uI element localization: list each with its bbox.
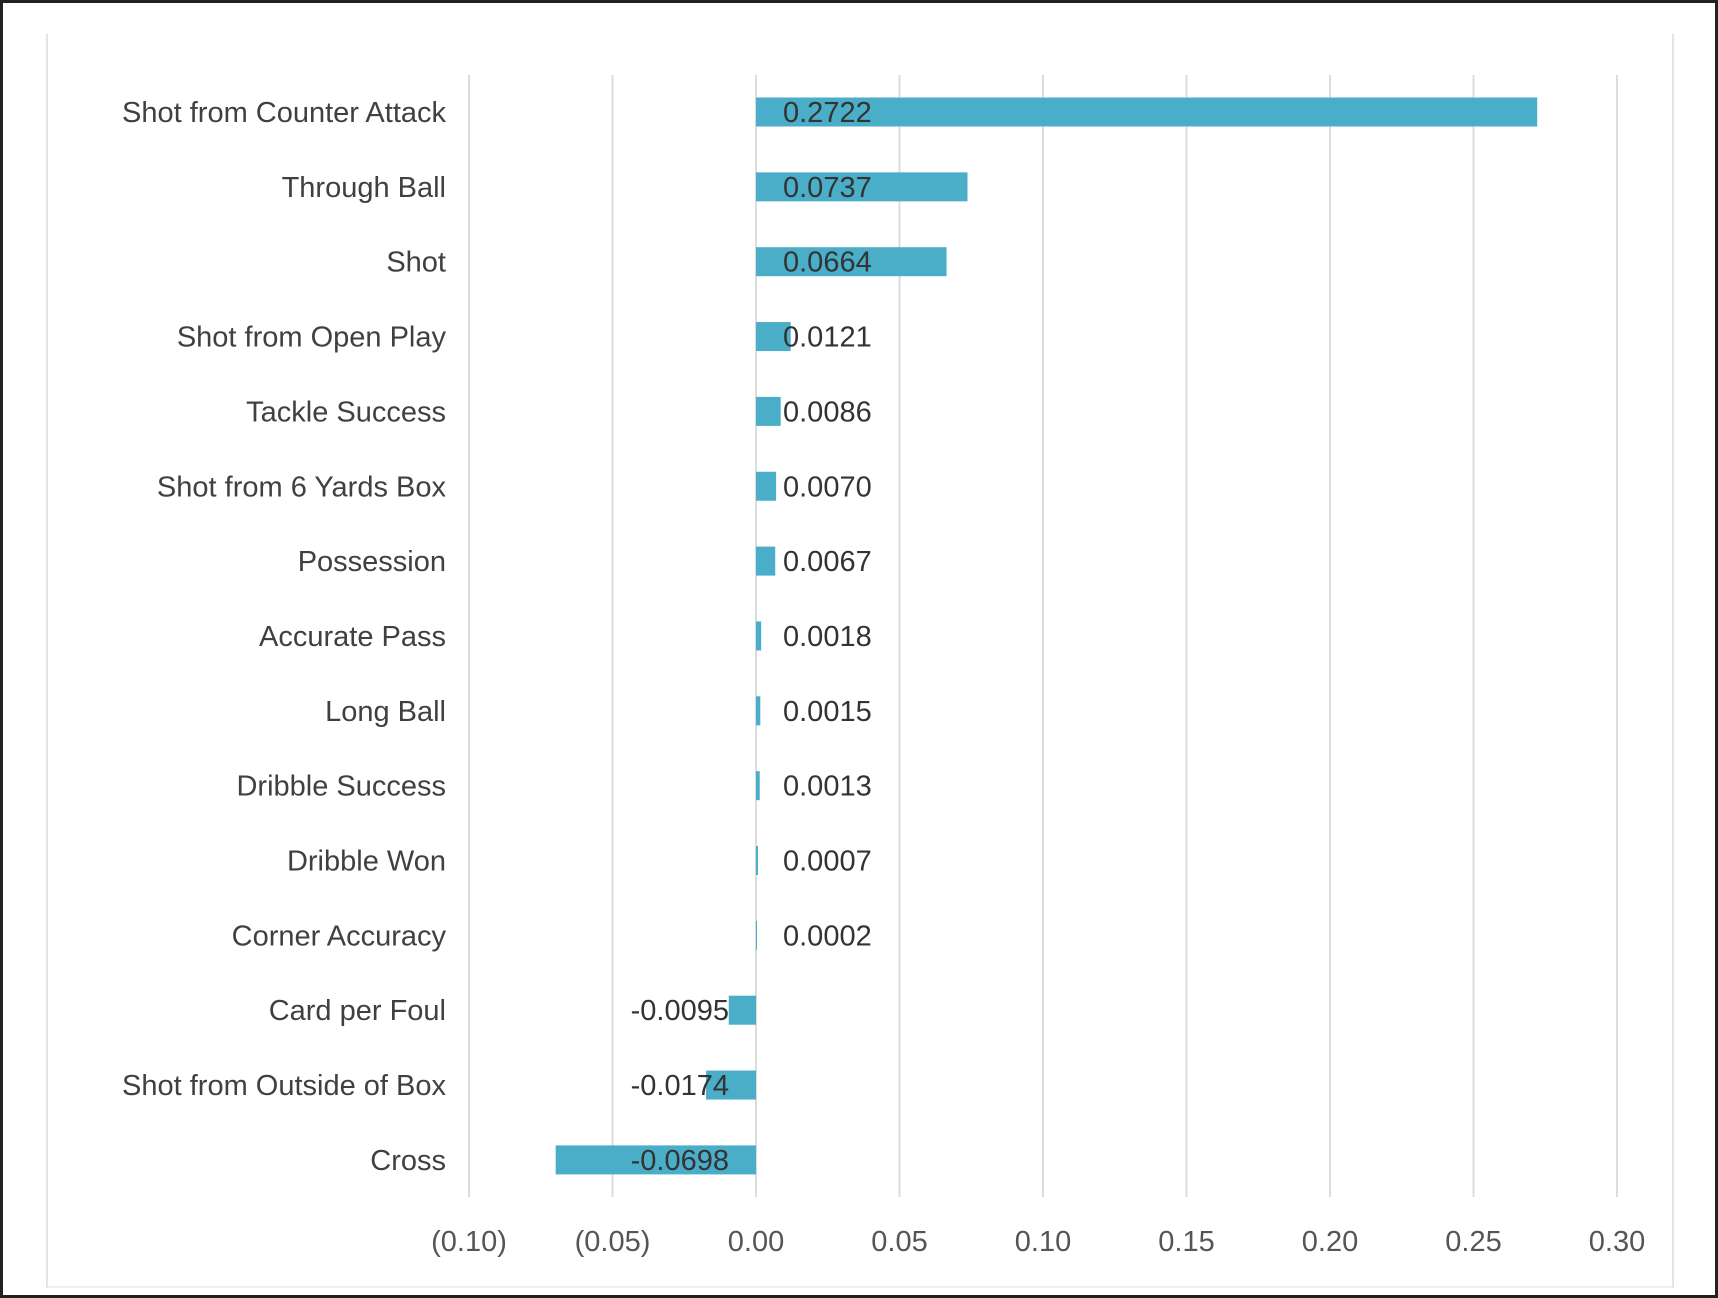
bar: [706, 1070, 756, 1100]
data-label: 0.0007: [783, 846, 872, 878]
category-label: Shot from Outside of Box: [122, 1070, 446, 1102]
category-label: Dribble Success: [236, 771, 446, 803]
data-label: 0.0018: [783, 621, 872, 653]
data-label: 0.0121: [783, 322, 872, 354]
category-label: Accurate Pass: [259, 621, 446, 653]
bar: [756, 172, 968, 202]
bar: [756, 546, 776, 576]
data-label: -0.0174: [631, 1070, 729, 1102]
category-label: Through Ball: [282, 172, 446, 204]
bar: [756, 471, 777, 501]
data-label: 0.0086: [783, 396, 872, 428]
data-label: 0.0664: [783, 247, 872, 279]
bar: [756, 771, 760, 801]
category-label: Shot from Counter Attack: [122, 97, 446, 129]
x-tick-label: (0.10): [431, 1226, 507, 1258]
bar: [756, 696, 761, 726]
bar: [728, 995, 756, 1025]
category-label: Possession: [298, 546, 446, 578]
bar: [756, 396, 781, 426]
data-label: 0.0737: [783, 172, 872, 204]
x-tick-label: 0.05: [871, 1226, 927, 1258]
x-tick-label: 0.00: [728, 1226, 784, 1258]
category-label: Shot from 6 Yards Box: [157, 471, 447, 503]
category-label: Corner Accuracy: [232, 920, 447, 952]
x-tick-label: 0.20: [1302, 1226, 1358, 1258]
category-label: Card per Foul: [269, 995, 446, 1027]
category-label: Cross: [370, 1145, 446, 1177]
bar: [756, 920, 757, 950]
x-tick-label: 0.15: [1158, 1226, 1214, 1258]
chart-area-border: [46, 34, 1674, 1288]
bar: [756, 621, 762, 651]
category-label: Tackle Success: [246, 396, 446, 428]
data-label: 0.0002: [783, 920, 872, 952]
category-label: Shot from Open Play: [177, 322, 447, 354]
x-tick-label: 0.10: [1015, 1226, 1071, 1258]
data-label: 0.2722: [783, 97, 872, 129]
data-label: 0.0013: [783, 771, 872, 803]
x-tick-label: (0.05): [575, 1226, 651, 1258]
x-tick-label: 0.25: [1445, 1226, 1501, 1258]
bar: [756, 97, 1538, 127]
category-label: Long Ball: [325, 696, 446, 728]
x-tick-label: 0.30: [1589, 1226, 1645, 1258]
data-label: 0.0067: [783, 546, 872, 578]
data-label: -0.0095: [631, 995, 729, 1027]
bar: [756, 846, 759, 875]
data-label: 0.0070: [783, 471, 872, 503]
category-label: Dribble Won: [287, 846, 446, 878]
data-label: 0.0015: [783, 696, 872, 728]
category-label: Shot: [386, 247, 446, 279]
bar: [756, 322, 791, 352]
bar: [756, 247, 947, 277]
bar: [555, 1145, 756, 1175]
data-label: -0.0698: [631, 1145, 729, 1177]
